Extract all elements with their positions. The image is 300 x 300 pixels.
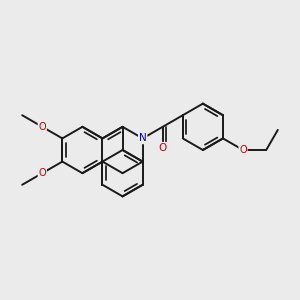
Text: O: O [159, 143, 167, 153]
Text: O: O [38, 168, 46, 178]
Text: O: O [38, 122, 46, 132]
Text: O: O [239, 145, 247, 155]
Text: N: N [139, 134, 146, 143]
